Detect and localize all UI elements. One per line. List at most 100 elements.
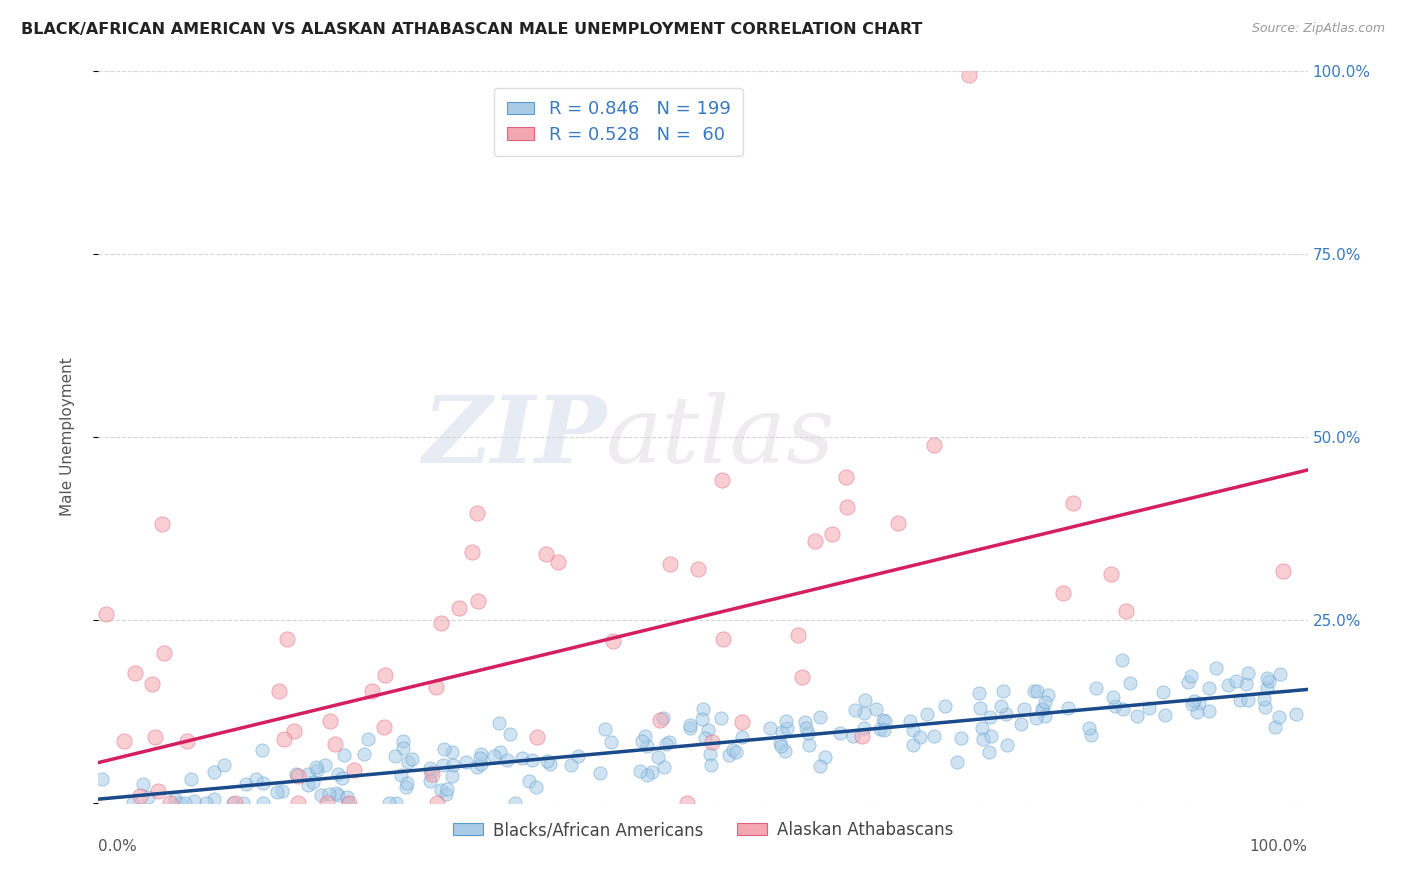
Point	[1026, 683, 1049, 698]
Point	[534, 547, 557, 561]
Point	[710, 711, 733, 725]
Point	[1032, 702, 1054, 716]
Text: atlas: atlas	[606, 392, 835, 482]
Point	[835, 500, 858, 514]
Point	[432, 757, 454, 772]
Point	[461, 545, 484, 559]
Point	[787, 628, 810, 642]
Point	[1052, 586, 1074, 600]
Point	[353, 747, 375, 762]
Point	[692, 702, 714, 716]
Point	[128, 789, 150, 804]
Point	[270, 784, 292, 798]
Point	[419, 773, 441, 788]
Point	[775, 714, 797, 728]
Point	[821, 526, 844, 541]
Point	[447, 601, 470, 615]
Point	[659, 557, 682, 571]
Point	[538, 757, 561, 772]
Point	[721, 743, 744, 757]
Point	[842, 729, 865, 743]
Point	[794, 715, 817, 730]
Point	[1271, 564, 1294, 578]
Point	[356, 731, 378, 746]
Point	[392, 734, 415, 748]
Point	[373, 720, 395, 734]
Point	[326, 766, 349, 780]
Point	[510, 751, 533, 765]
Point	[269, 684, 291, 698]
Point	[1257, 673, 1279, 688]
Point	[797, 738, 820, 752]
Point	[433, 742, 456, 756]
Point	[284, 767, 307, 781]
Point	[724, 745, 747, 759]
Point	[245, 772, 267, 786]
Point	[1198, 681, 1220, 695]
Point	[1254, 699, 1277, 714]
Point	[482, 749, 505, 764]
Point	[1225, 673, 1247, 688]
Point	[655, 738, 678, 752]
Point	[146, 784, 169, 798]
Point	[318, 787, 340, 801]
Point	[957, 68, 980, 82]
Point	[330, 771, 353, 785]
Point	[835, 470, 858, 484]
Point	[731, 730, 754, 744]
Point	[710, 473, 733, 487]
Point	[1125, 708, 1147, 723]
Point	[898, 714, 921, 729]
Point	[430, 782, 453, 797]
Point	[165, 792, 187, 806]
Point	[977, 746, 1000, 760]
Point	[1198, 705, 1220, 719]
Point	[972, 732, 994, 747]
Point	[396, 756, 419, 770]
Point	[517, 773, 540, 788]
Point	[699, 747, 721, 761]
Point	[169, 796, 191, 810]
Point	[374, 668, 396, 682]
Point	[1229, 692, 1251, 706]
Point	[865, 702, 887, 716]
Point	[769, 736, 792, 750]
Point	[628, 764, 651, 778]
Point	[1268, 710, 1291, 724]
Point	[873, 723, 896, 737]
Point	[235, 777, 257, 791]
Point	[950, 731, 973, 745]
Point	[1152, 685, 1174, 699]
Point	[283, 723, 305, 738]
Point	[869, 722, 891, 736]
Point	[1185, 705, 1208, 719]
Point	[176, 733, 198, 747]
Point	[401, 752, 423, 766]
Point	[589, 765, 612, 780]
Point	[159, 796, 181, 810]
Point	[717, 747, 740, 762]
Point	[503, 796, 526, 810]
Point	[794, 722, 817, 736]
Point	[1264, 719, 1286, 733]
Point	[1025, 711, 1047, 725]
Point	[593, 722, 616, 736]
Point	[488, 716, 510, 731]
Point	[631, 734, 654, 748]
Point	[1012, 701, 1035, 715]
Point	[776, 721, 799, 735]
Point	[1137, 700, 1160, 714]
Point	[1256, 681, 1278, 695]
Point	[470, 756, 492, 771]
Point	[679, 717, 702, 731]
Point	[121, 796, 143, 810]
Point	[465, 506, 488, 520]
Point	[1057, 701, 1080, 715]
Point	[395, 780, 418, 795]
Point	[695, 731, 717, 746]
Point	[266, 784, 288, 798]
Point	[1184, 694, 1206, 708]
Point	[980, 729, 1002, 743]
Point	[1237, 692, 1260, 706]
Point	[730, 715, 752, 730]
